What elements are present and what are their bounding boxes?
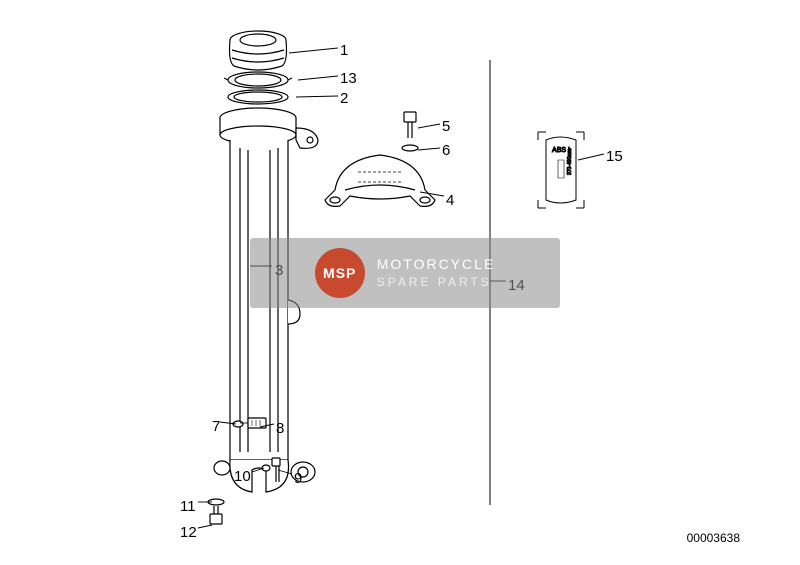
label-sub: 370-490mm <box>567 148 573 175</box>
diagram-part-number: 00003638 <box>687 531 740 545</box>
protective-cap <box>230 31 287 70</box>
watermark-logo: MSP <box>315 248 365 298</box>
callout-10: 10 <box>234 468 251 485</box>
watermark-line1: MOTORCYCLE <box>377 255 496 275</box>
callout-8: 8 <box>276 420 284 437</box>
callout-2: 2 <box>340 90 348 107</box>
callout-13: 13 <box>340 70 357 87</box>
retaining-rings <box>224 72 292 104</box>
info-label: ABS I 370-490mm <box>538 132 584 208</box>
callout-1: 1 <box>340 42 348 59</box>
watermark: MSP MOTORCYCLE SPARE PARTS <box>250 238 560 308</box>
callout-11: 11 <box>180 498 196 515</box>
callout-4: 4 <box>446 192 454 209</box>
watermark-line2: SPARE PARTS <box>377 274 496 291</box>
callout-12: 12 <box>180 524 197 541</box>
drain-bolt <box>208 499 224 524</box>
callout-9: 9 <box>294 470 302 487</box>
bracket-bolt <box>402 112 418 151</box>
callout-6: 6 <box>442 142 450 159</box>
callout-5: 5 <box>442 118 450 135</box>
stabilizer-bracket <box>325 155 435 206</box>
callout-7: 7 <box>212 418 220 435</box>
watermark-text: MOTORCYCLE SPARE PARTS <box>377 255 496 291</box>
callout-15: 15 <box>606 148 623 165</box>
